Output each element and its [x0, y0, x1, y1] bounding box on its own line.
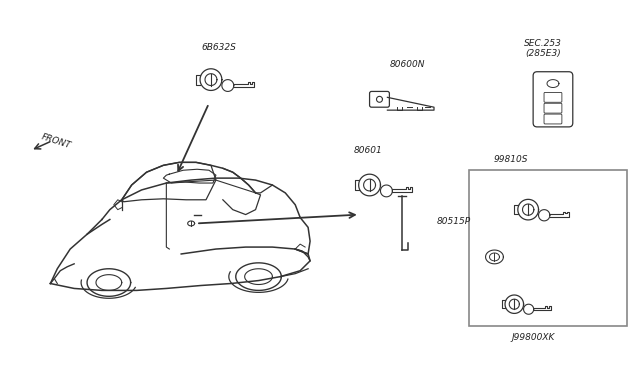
- Text: 80600N: 80600N: [390, 60, 425, 69]
- Text: J99800XK: J99800XK: [511, 333, 555, 341]
- Text: 80515P: 80515P: [437, 217, 471, 227]
- Text: (285E3): (285E3): [525, 49, 561, 58]
- Text: 80601: 80601: [353, 145, 382, 154]
- Text: FRONT: FRONT: [40, 132, 72, 151]
- Text: SEC.253: SEC.253: [524, 39, 562, 48]
- Bar: [468, 170, 627, 326]
- Text: 6B632S: 6B632S: [202, 43, 236, 52]
- Text: 99810S: 99810S: [494, 155, 529, 164]
